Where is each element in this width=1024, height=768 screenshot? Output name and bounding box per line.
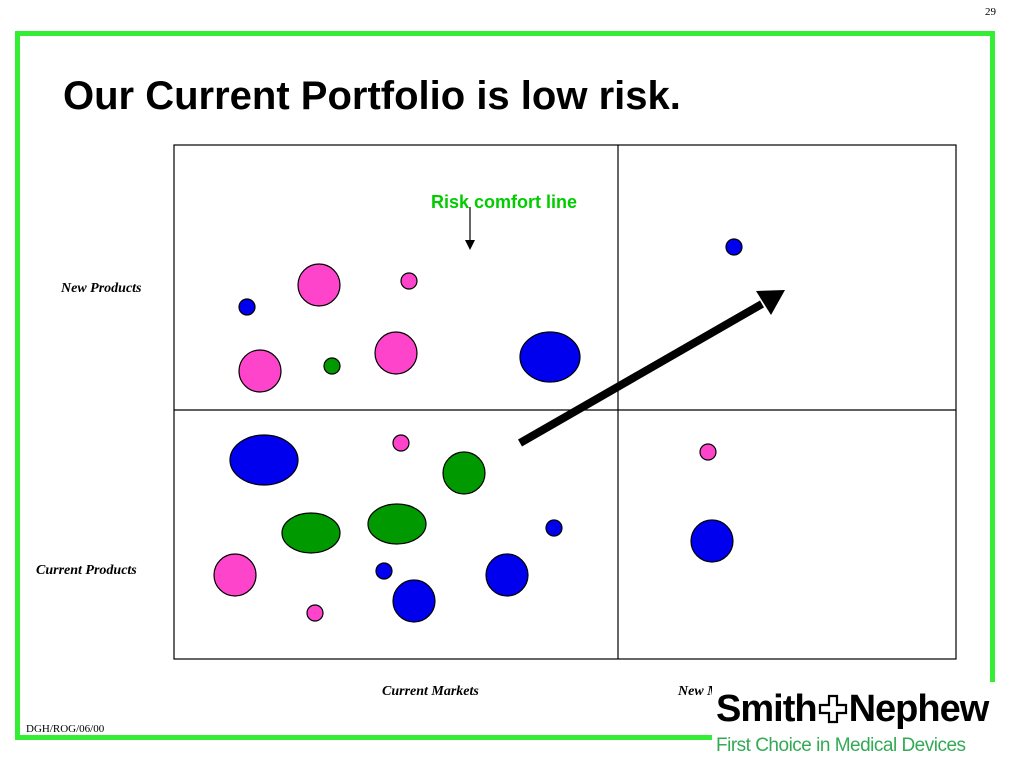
row-label-current-products: Current Products bbox=[36, 563, 137, 578]
blue-bubble bbox=[375, 562, 393, 580]
pink-bubble bbox=[400, 272, 418, 290]
growth-arrow-shaft bbox=[518, 300, 764, 447]
blue-bubble bbox=[545, 519, 563, 537]
pink-bubble bbox=[238, 349, 282, 393]
column-label-current-markets: Current Markets bbox=[382, 684, 479, 699]
blue-bubble bbox=[519, 331, 581, 383]
green-bubble bbox=[367, 503, 427, 545]
pink-bubble bbox=[213, 553, 257, 597]
blue-bubble bbox=[725, 238, 743, 256]
slide-frame bbox=[15, 31, 995, 740]
pink-bubble bbox=[374, 331, 418, 375]
blue-bubble bbox=[229, 434, 299, 486]
smith-nephew-logo: Smith Nephew First Choice in Medical Devi… bbox=[712, 682, 1012, 762]
logo-wordmark: Smith Nephew bbox=[716, 686, 990, 732]
bubbles-group bbox=[213, 238, 743, 623]
risk-comfort-line-label: Risk comfort line bbox=[431, 192, 578, 212]
cross-icon bbox=[818, 694, 847, 724]
pink-bubble bbox=[297, 263, 341, 307]
risk-comfort-line-pointer-head bbox=[465, 240, 475, 250]
matrix-border bbox=[173, 144, 957, 660]
green-bubble bbox=[323, 357, 341, 375]
blue-bubble bbox=[392, 579, 436, 623]
pink-bubble bbox=[699, 443, 717, 461]
blue-bubble bbox=[690, 519, 734, 563]
green-bubble bbox=[281, 512, 341, 554]
footer-code: DGH/ROG/06/00 bbox=[26, 723, 105, 735]
logo-name-start: Smith bbox=[716, 688, 818, 730]
row-label-new-products: New Products bbox=[61, 281, 142, 296]
slide-title: Our Current Portfolio is low risk. bbox=[63, 74, 681, 118]
page-number: 29 bbox=[985, 6, 996, 18]
growth-arrow-head bbox=[756, 290, 785, 315]
pink-bubble bbox=[392, 434, 410, 452]
logo-tagline: First Choice in Medical Devices bbox=[716, 735, 966, 756]
blue-bubble bbox=[485, 553, 529, 597]
pink-bubble bbox=[306, 604, 324, 622]
green-bubble bbox=[442, 451, 486, 495]
blue-bubble bbox=[238, 298, 256, 316]
logo-name-end: Nephew bbox=[848, 688, 990, 730]
